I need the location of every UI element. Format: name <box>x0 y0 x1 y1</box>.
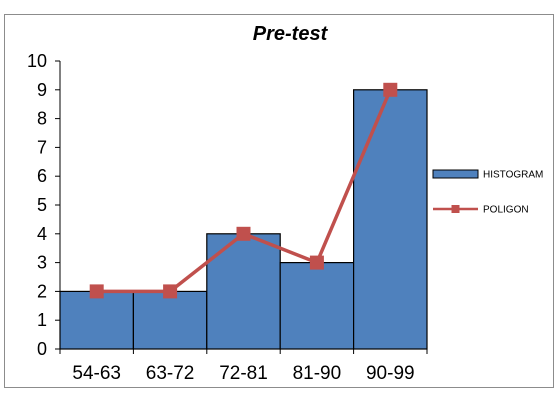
histogram-bar <box>132 290 208 350</box>
polygon-point <box>383 82 398 97</box>
y-tick-label: 10 <box>27 51 47 71</box>
x-category-label: 81-90 <box>293 363 342 384</box>
histogram-bar <box>353 89 428 350</box>
y-tick-label: 0 <box>37 339 47 359</box>
x-category-label: 72-81 <box>219 363 268 384</box>
y-tick-label: 5 <box>37 195 47 215</box>
y-tick-label: 6 <box>37 166 47 186</box>
y-tick-label: 7 <box>37 137 47 157</box>
x-category-label: 90-99 <box>366 363 415 384</box>
axis-layer: 0 1 2 3 4 5 6 7 8 9 10 54-63 63-72 72-81 81-90 90-99 <box>27 51 428 384</box>
legend-polygon-label: POLIGON <box>483 205 529 216</box>
legend-polygon-marker <box>451 205 460 213</box>
polygon-point <box>309 255 324 270</box>
bars-layer <box>59 89 428 350</box>
y-tick-label: 2 <box>37 281 47 301</box>
y-tick-label: 4 <box>37 224 47 244</box>
histogram-bar <box>59 290 135 350</box>
legend: HISTOGRAM POLIGON <box>432 169 543 216</box>
polygon-point <box>89 284 104 299</box>
polygon-layer <box>89 82 398 299</box>
histogram-bar <box>206 233 281 350</box>
y-tick-label: 8 <box>37 109 47 129</box>
histogram-bar <box>279 262 355 350</box>
chart-title: Pre-test <box>253 23 329 45</box>
x-category-label: 63-72 <box>146 363 195 384</box>
y-tick-label: 1 <box>37 310 47 330</box>
y-tick-label: 3 <box>37 253 47 273</box>
y-tick-label: 9 <box>37 80 47 100</box>
polygon-point <box>163 284 178 299</box>
polygon-point <box>236 226 251 241</box>
x-category-label: 54-63 <box>72 363 121 384</box>
legend-histogram-label: HISTOGRAM <box>483 170 543 181</box>
legend-histogram-swatch <box>432 169 479 179</box>
